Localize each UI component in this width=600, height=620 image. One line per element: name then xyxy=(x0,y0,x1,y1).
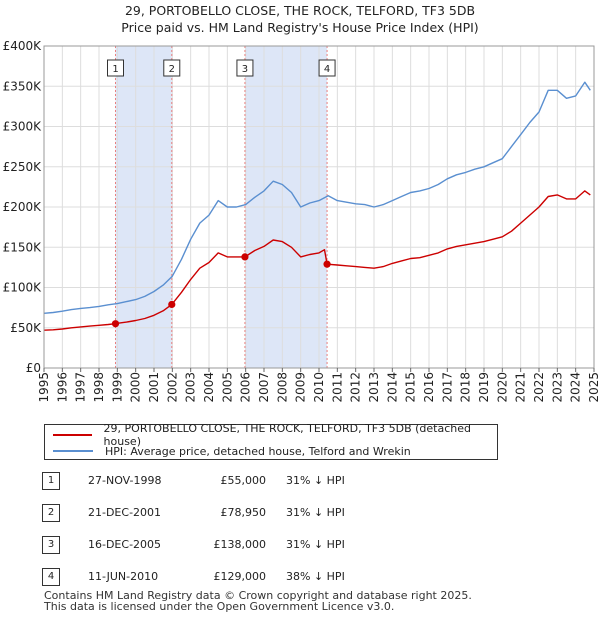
transaction-date: 16-DEC-2005 xyxy=(88,538,162,551)
transaction-hpi-diff: 31% ↓ HPI xyxy=(286,506,345,519)
x-tick-label: 1996 xyxy=(55,372,69,403)
x-tick-label: 2011 xyxy=(330,372,344,403)
sale-point xyxy=(168,300,176,309)
transaction-number: 1 xyxy=(42,472,60,490)
x-tick-label: 2002 xyxy=(165,372,179,403)
y-tick-label: £300K xyxy=(3,120,43,134)
sale-point xyxy=(323,260,331,268)
x-tick-label: 2019 xyxy=(477,372,491,403)
x-tick-label: 2025 xyxy=(587,372,600,403)
x-tick-label: 2004 xyxy=(202,372,216,403)
x-tick-label: 2009 xyxy=(294,372,308,403)
x-tick-label: 2008 xyxy=(275,372,289,403)
y-tick-label: £0 xyxy=(26,361,41,375)
x-tick-label: 2021 xyxy=(514,372,528,403)
transaction-number: 4 xyxy=(42,568,60,586)
table-row: 2 21-DEC-2001 £78,950 31% ↓ HPI xyxy=(42,504,462,524)
chart-title: 29, PORTOBELLO CLOSE, THE ROCK, TELFORD,… xyxy=(0,2,600,36)
x-tick-label: 2017 xyxy=(440,372,454,403)
x-tick-label: 1999 xyxy=(110,372,124,403)
legend-hpi-label: HPI: Average price, detached house, Telf… xyxy=(105,444,411,458)
y-tick-label: £350K xyxy=(3,79,43,93)
sale-point xyxy=(241,253,249,261)
legend-property-label: 29, PORTOBELLO CLOSE, THE ROCK, TELFORD,… xyxy=(103,422,471,448)
x-tick-label: 2020 xyxy=(495,372,509,403)
transaction-hpi-diff: 31% ↓ HPI xyxy=(286,474,345,487)
x-tick-label: 2012 xyxy=(349,372,363,403)
transaction-hpi-diff: 38% ↓ HPI xyxy=(286,570,345,583)
legend-hpi-swatch xyxy=(53,450,93,452)
y-tick-label: £50K xyxy=(10,321,42,335)
x-tick-label: 2006 xyxy=(239,372,253,403)
sale-label-text: 3 xyxy=(242,64,248,75)
x-tick-label: 2010 xyxy=(312,372,326,403)
sale-label-text: 1 xyxy=(112,64,118,75)
transaction-price: £129,000 xyxy=(213,570,267,583)
legend-item-hpi: HPI: Average price, detached house, Telf… xyxy=(53,443,411,459)
y-tick-label: £250K xyxy=(3,160,43,174)
table-row: 4 11-JUN-2010 £129,000 38% ↓ HPI xyxy=(42,568,462,588)
x-tick-label: 2013 xyxy=(367,372,381,403)
transaction-number: 3 xyxy=(42,536,60,554)
x-tick-label: 1995 xyxy=(37,372,51,403)
footer: Contains HM Land Registry data © Crown c… xyxy=(44,590,472,612)
sale-point xyxy=(111,320,120,328)
y-tick-label: £100K xyxy=(3,281,43,295)
transaction-date: 21-DEC-2001 xyxy=(88,506,162,519)
x-tick-label: 2023 xyxy=(550,372,564,403)
x-tick-label: 2005 xyxy=(220,372,234,403)
x-tick-label: 2024 xyxy=(569,372,583,403)
footer-copyright: Contains HM Land Registry data © Crown c… xyxy=(44,589,472,602)
x-tick-label: 2018 xyxy=(459,372,473,403)
sale-label-box xyxy=(236,59,254,77)
price-chart: 1 2 3 4 £0 £50K £100K £150K £200K £250K £300K £350K… xyxy=(3,39,600,403)
x-tick-label: 2000 xyxy=(129,372,143,403)
transaction-price: £138,000 xyxy=(213,538,267,551)
sale-label-text: 4 xyxy=(324,64,330,75)
property-price-line xyxy=(43,190,591,331)
x-tick-label: 2014 xyxy=(385,372,399,403)
sale-label-text: 2 xyxy=(169,64,175,75)
y-tick-label: £400K xyxy=(3,39,43,53)
transaction-price: £78,950 xyxy=(220,506,267,519)
x-tick-label: 2015 xyxy=(404,372,418,403)
y-tick-label: £150K xyxy=(3,240,43,254)
transaction-hpi-diff: 31% ↓ HPI xyxy=(286,538,345,551)
hpi-line xyxy=(43,81,591,314)
chart-title-line2: Price paid vs. HM Land Registry's House … xyxy=(121,20,479,35)
table-row: 3 16-DEC-2005 £138,000 31% ↓ HPI xyxy=(42,536,462,556)
footer-licence: This data is licensed under the Open Gov… xyxy=(44,600,395,613)
x-tick-label: 2022 xyxy=(532,372,546,403)
x-tick-label: 2001 xyxy=(147,372,161,403)
chart-title-line1: 29, PORTOBELLO CLOSE, THE ROCK, TELFORD,… xyxy=(124,3,476,18)
legend-property-swatch xyxy=(53,434,92,436)
legend-item-property: 29, PORTOBELLO CLOSE, THE ROCK, TELFORD,… xyxy=(53,422,497,448)
legend: 29, PORTOBELLO CLOSE, THE ROCK, TELFORD,… xyxy=(44,422,498,460)
x-tick-label: 1998 xyxy=(92,372,106,403)
x-tick-label: 1997 xyxy=(74,372,88,403)
x-tick-label: 2003 xyxy=(184,372,198,403)
sale-label-box xyxy=(163,59,181,77)
transaction-price: £55,000 xyxy=(220,474,267,487)
transaction-date: 27-NOV-1998 xyxy=(88,474,162,487)
table-row: 1 27-NOV-1998 £55,000 31% ↓ HPI xyxy=(42,472,462,492)
transaction-date: 11-JUN-2010 xyxy=(88,570,159,583)
sale-label-box xyxy=(107,59,124,77)
sale-label-box xyxy=(318,59,336,77)
x-tick-label: 2007 xyxy=(257,372,271,403)
x-tick-label: 2016 xyxy=(422,372,436,403)
y-tick-label: £200K xyxy=(3,200,43,214)
transaction-number: 2 xyxy=(42,504,60,522)
